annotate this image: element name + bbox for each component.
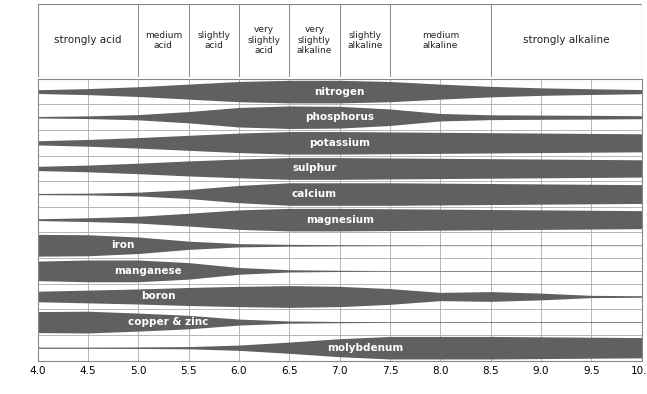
Text: molybdenum: molybdenum	[327, 343, 403, 353]
Text: very
slightly
alkaline: very slightly alkaline	[297, 26, 332, 55]
Text: slightly
alkaline: slightly alkaline	[347, 31, 382, 50]
Text: nitrogen: nitrogen	[314, 87, 365, 97]
Text: copper & zinc: copper & zinc	[128, 317, 208, 327]
Text: boron: boron	[141, 292, 175, 301]
Text: very
slightly
acid: very slightly acid	[248, 26, 281, 55]
Text: calcium: calcium	[292, 189, 337, 199]
Text: potassium: potassium	[309, 138, 370, 148]
Text: slightly
acid: slightly acid	[197, 31, 230, 50]
Text: strongly acid: strongly acid	[54, 35, 122, 45]
Text: iron: iron	[111, 240, 135, 250]
Text: medium
alkaline: medium alkaline	[422, 31, 459, 50]
Text: manganese: manganese	[115, 266, 182, 276]
Text: strongly alkaline: strongly alkaline	[523, 35, 609, 45]
Text: phosphorus: phosphorus	[305, 112, 374, 122]
Text: sulphur: sulphur	[292, 164, 336, 173]
Text: medium
acid: medium acid	[145, 31, 182, 50]
Text: magnesium: magnesium	[305, 215, 374, 225]
